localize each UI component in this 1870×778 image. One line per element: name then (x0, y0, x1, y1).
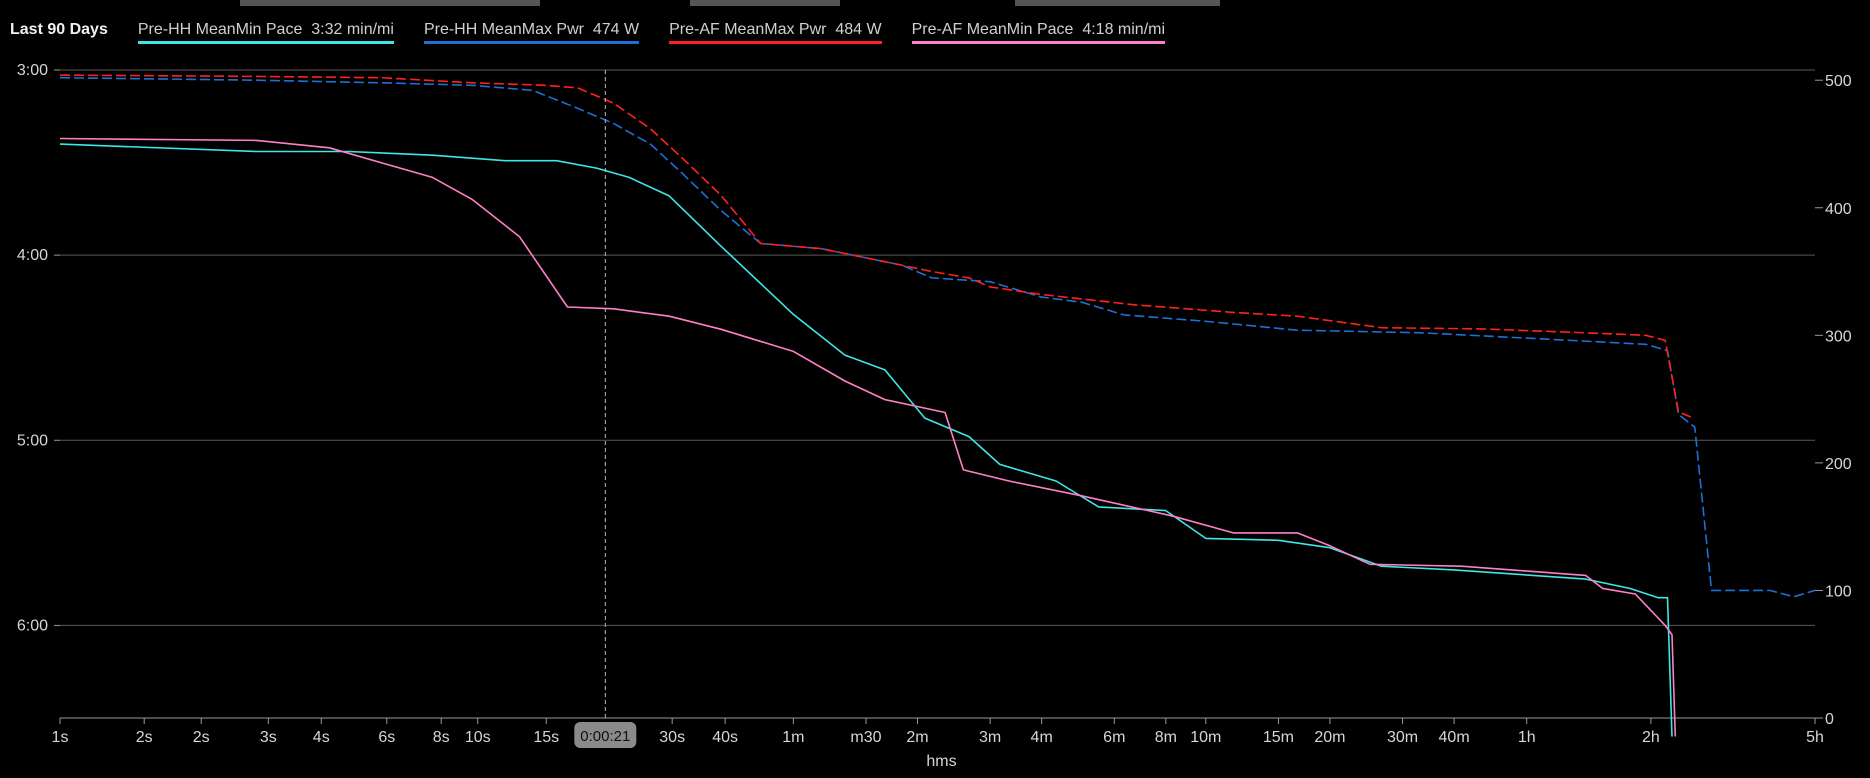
right-tick-label-3: 200 (1825, 456, 1852, 473)
right-tick-label-0: 500 (1825, 73, 1852, 90)
x-tick-label-19: 15m (1263, 729, 1294, 746)
x-tick-label-18: 10m (1190, 729, 1221, 746)
x-tick-label-5: 6s (378, 729, 395, 746)
legend-item-preaf-power[interactable]: Pre-AF MeanMax Pwr 484 W (669, 20, 882, 44)
x-tick-label-16: 6m (1103, 729, 1125, 746)
tab-segment-2[interactable] (690, 0, 840, 6)
x-tick-label-10: 40s (712, 729, 738, 746)
legend-item-preaf-pace[interactable]: Pre-AF MeanMin Pace 4:18 min/mi (911, 20, 1166, 44)
tab-segment-3[interactable] (1015, 0, 1220, 6)
x-tick-label-25: 5h (1806, 729, 1824, 746)
x-tick-label-4: 4s (313, 729, 330, 746)
x-tick-label-3: 3s (260, 729, 277, 746)
cursor-label-box (574, 722, 637, 748)
x-tick-label-6: 8s (433, 729, 450, 746)
cursor-time-label: 0:00:21 (574, 722, 637, 748)
tab-segment-1[interactable] (240, 0, 540, 6)
series-line-2[interactable] (59, 74, 1692, 418)
x-tick-label-21: 30m (1387, 729, 1418, 746)
x-tick-label-8: 15s (533, 729, 559, 746)
x-tick-label-13: 2m (906, 729, 928, 746)
x-axis-title: hms (926, 753, 956, 770)
right-tick-label-5: 0 (1825, 711, 1834, 728)
series-line-1[interactable] (59, 76, 1816, 598)
right-tick-label-2: 300 (1825, 328, 1852, 345)
left-tick-label-1: 4:00 (17, 247, 48, 264)
x-tick-label-15: 4m (1031, 729, 1053, 746)
x-tick-label-12: m30 (850, 729, 881, 746)
x-tick-label-11: 1m (782, 729, 804, 746)
x-tick-label-7: 10s (465, 729, 491, 746)
series-line-3[interactable] (59, 137, 1677, 737)
x-tick-label-20: 20m (1314, 729, 1345, 746)
x-tick-label-1: 2s (136, 729, 153, 746)
x-tick-label-0: 1s (52, 729, 69, 746)
x-tick-label-24: 2h (1642, 729, 1660, 746)
series-line-0[interactable] (59, 143, 1673, 737)
x-tick-label-23: 1h (1518, 729, 1536, 746)
legend-item-prehh-pace[interactable]: Pre-HH MeanMin Pace 3:32 min/mi (137, 20, 394, 44)
x-tick-label-2: 2s (193, 729, 210, 746)
right-tick-label-1: 400 (1825, 201, 1852, 218)
top-tab-strip (0, 0, 1870, 6)
x-tick-label-17: 8m (1155, 729, 1177, 746)
cursor-label-text: 0:00:21 (580, 728, 630, 745)
right-tick-label-4: 100 (1825, 583, 1852, 600)
left-tick-label-0: 3:00 (17, 62, 48, 79)
x-tick-label-22: 40m (1439, 729, 1470, 746)
legend-item-prehh-power[interactable]: Pre-HH MeanMax Pwr 474 W (423, 20, 640, 44)
period-label: Last 90 Days (10, 21, 108, 38)
x-tick-label-9: 30s (659, 729, 685, 746)
left-tick-label-2: 5:00 (17, 432, 48, 449)
chart-legend: Last 90 Days Pre-HH MeanMin Pace 3:32 mi… (10, 20, 1195, 44)
x-tick-label-14: 3m (979, 729, 1001, 746)
left-tick-label-3: 6:00 (17, 617, 48, 634)
